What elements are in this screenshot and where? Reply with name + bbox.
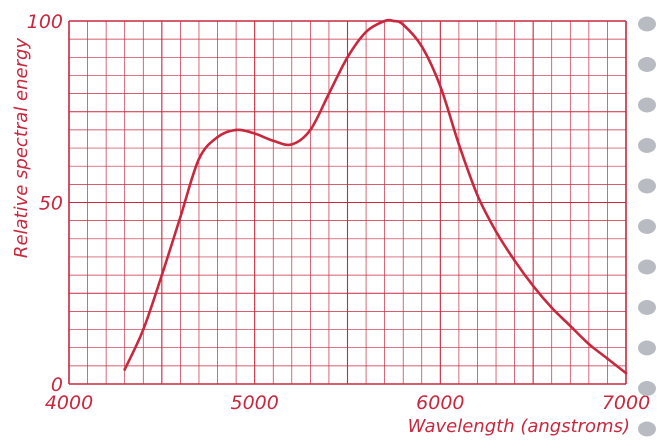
data-point <box>401 23 405 26</box>
data-point <box>624 371 628 375</box>
data-point <box>439 85 442 88</box>
data-point <box>392 19 396 23</box>
data-point <box>364 30 368 34</box>
data-point <box>346 56 349 59</box>
x-tick-label: 6000 <box>416 392 464 414</box>
data-point <box>141 328 145 331</box>
chart-series-layer <box>123 18 628 375</box>
punch-hole <box>638 138 656 153</box>
x-tick-label: 5000 <box>230 392 278 414</box>
y-axis-title: Relative spectral energy <box>11 38 32 258</box>
y-tick-label: 100 <box>27 11 63 33</box>
y-tick-label: 0 <box>51 374 63 396</box>
data-point <box>569 324 572 328</box>
data-point <box>531 284 535 288</box>
data-point <box>160 273 164 277</box>
binder-punch-holes <box>638 16 656 437</box>
y-tick-label: 50 <box>39 193 63 215</box>
punch-hole <box>638 97 656 113</box>
data-point <box>457 143 461 146</box>
data-point <box>271 139 275 143</box>
data-point <box>420 45 424 48</box>
data-point <box>606 357 609 360</box>
data-point <box>179 215 182 219</box>
series-line-0 <box>123 18 628 375</box>
data-point <box>476 193 479 197</box>
punch-hole <box>638 178 656 194</box>
punch-hole <box>638 219 656 234</box>
x-tick-label: 4000 <box>45 392 93 414</box>
data-point <box>587 342 591 346</box>
x-tick-label: 7000 <box>602 392 650 414</box>
data-point <box>309 128 312 132</box>
punch-hole <box>638 57 656 72</box>
chart-grid <box>68 20 627 385</box>
data-point <box>123 368 126 371</box>
punch-hole <box>638 340 656 356</box>
data-point <box>550 306 554 310</box>
punch-hole <box>638 259 656 275</box>
chart-tick-labels: 4000 5000 6000 7000 0 50 100 <box>27 11 650 414</box>
data-point <box>327 92 331 95</box>
data-point <box>494 230 498 233</box>
punch-hole <box>638 16 656 32</box>
data-point <box>197 157 201 161</box>
data-point <box>234 128 238 132</box>
punch-hole <box>638 421 656 437</box>
data-point <box>216 135 219 139</box>
punch-hole <box>638 381 656 396</box>
data-point <box>383 19 386 23</box>
punch-hole <box>638 300 656 315</box>
data-point <box>513 259 516 262</box>
x-axis-title: Wavelength (angstroms) <box>408 416 630 437</box>
data-point <box>253 132 256 135</box>
data-point <box>290 143 294 146</box>
